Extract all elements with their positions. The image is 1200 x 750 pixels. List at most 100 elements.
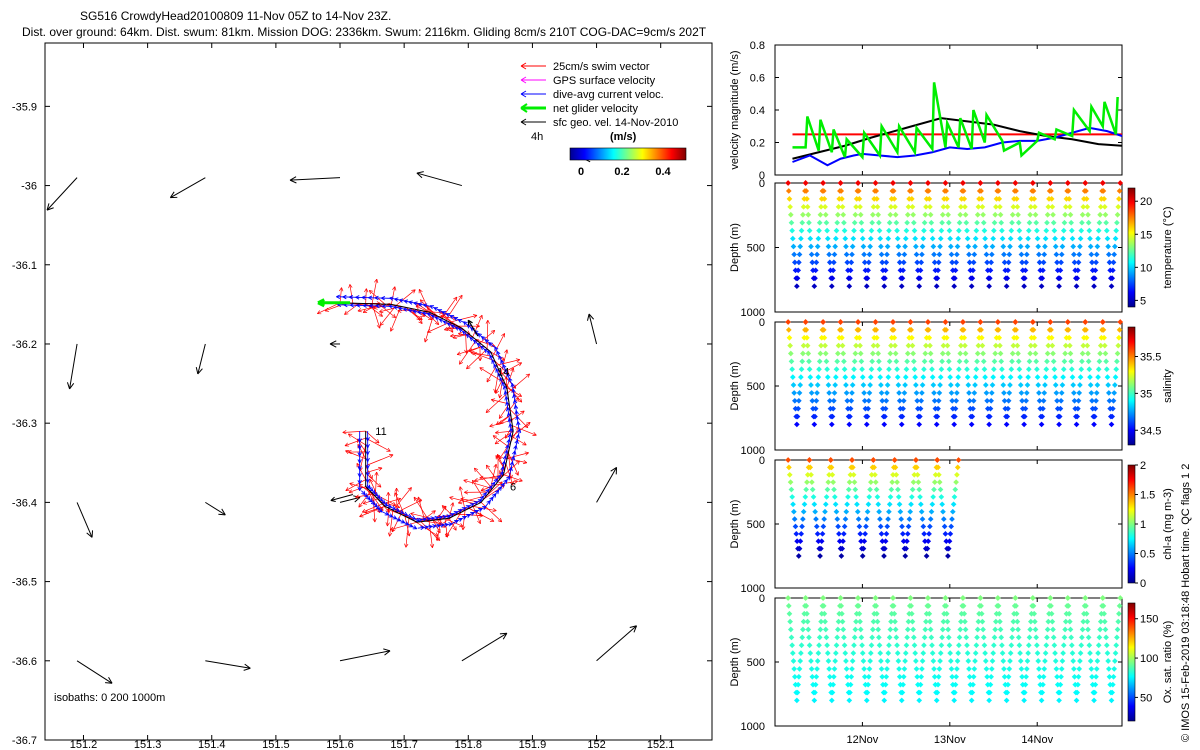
oxygen-point	[1048, 603, 1054, 609]
salinity-point	[992, 350, 999, 357]
oxygen-point	[884, 666, 890, 672]
salinity-point	[1071, 390, 1077, 396]
temperature-point	[794, 275, 801, 282]
temperature-point	[913, 251, 920, 258]
oxygen-point	[857, 618, 863, 625]
chla-point	[860, 545, 867, 552]
salinity-point	[1088, 390, 1095, 396]
temperature-point	[973, 227, 980, 234]
temperature-point	[807, 235, 814, 242]
dac-vector-47	[505, 475, 511, 483]
oxygen-point	[1074, 689, 1081, 696]
salinity-point	[1061, 358, 1068, 365]
chla-point	[808, 471, 814, 478]
oxygen-point	[912, 650, 919, 656]
salinity-point	[970, 405, 976, 412]
chla-point	[840, 538, 846, 545]
temperature-point	[804, 196, 810, 202]
oxygen-point	[876, 634, 882, 641]
chla-point	[949, 508, 956, 515]
temperature-y-tick-2: 1000	[741, 307, 765, 319]
temperature-point	[995, 188, 1002, 194]
oxygen-point	[878, 666, 885, 672]
temperature-point	[892, 203, 898, 210]
salinity-point	[833, 366, 840, 373]
swim-vector-100-1	[364, 288, 369, 304]
salinity-point	[902, 374, 909, 380]
oxygen-point	[1032, 626, 1039, 633]
oxygen-point	[890, 603, 897, 609]
temperature-point	[982, 243, 989, 250]
oxygen-point	[1053, 666, 1060, 672]
chla-point	[790, 501, 796, 508]
salinity-point	[1019, 397, 1025, 404]
salinity-point	[816, 358, 823, 365]
salinity-points	[785, 319, 1124, 428]
swim-vector-17-0	[385, 508, 390, 527]
oxygen-point	[1116, 603, 1123, 609]
temperature-point	[860, 243, 867, 250]
legend-label-geo: sfc geo. vel. 14-Nov-2010	[553, 117, 678, 129]
oxygen-point	[1100, 603, 1107, 609]
salinity-point	[975, 342, 982, 349]
temperature-point	[943, 196, 950, 202]
temperature-point	[956, 227, 962, 234]
oxygen-point	[960, 595, 966, 601]
salinity-point	[935, 405, 941, 412]
oxygen-point	[1034, 642, 1040, 649]
swim-vector-63-1	[485, 392, 508, 413]
temperature-point	[853, 203, 859, 210]
oxygen-point	[796, 673, 802, 680]
chla-point	[834, 516, 841, 522]
map-x-tick-1: 151.3	[134, 739, 162, 750]
temperature-point	[1070, 243, 1077, 250]
temperature-point	[1007, 243, 1013, 250]
oxygen-point	[814, 666, 820, 672]
salinity-point	[1054, 397, 1060, 404]
chla-point	[928, 508, 935, 515]
temperature-point	[800, 211, 806, 218]
oxygen-point	[838, 603, 845, 609]
oxygen-point	[973, 642, 980, 649]
salinity-point	[874, 334, 880, 341]
temperature-point	[868, 227, 875, 234]
salinity-point	[899, 413, 906, 420]
oxygen-point	[1043, 642, 1050, 649]
oxygen-point	[791, 666, 797, 672]
temperature-point	[956, 219, 963, 226]
temperature-point	[1040, 259, 1047, 266]
swim-vector-96-1	[390, 286, 397, 305]
dac-vector-103	[336, 294, 347, 299]
chla-point	[886, 501, 893, 508]
temperature-point	[980, 219, 987, 226]
salinity-point	[907, 319, 914, 325]
temperature-point	[965, 243, 972, 250]
chla-point	[839, 545, 846, 552]
oxygen-point	[821, 610, 828, 617]
chla-point	[939, 501, 945, 508]
chla-point	[841, 531, 847, 537]
temperature-point	[789, 235, 796, 242]
temperature-point	[895, 243, 902, 250]
chla-point	[786, 471, 793, 478]
temperature-point	[989, 243, 996, 250]
oxygen-point	[1103, 634, 1109, 641]
chla-y-tick-2: 1000	[741, 583, 765, 595]
salinity-point	[824, 366, 830, 373]
salinity-point	[808, 382, 814, 388]
map-y-tick-6: -36.5	[12, 577, 37, 589]
salinity-point	[1032, 342, 1038, 349]
salinity-point	[1041, 390, 1048, 396]
oxygen-point	[884, 658, 891, 664]
chla-point	[854, 501, 860, 508]
salinity-point	[1109, 413, 1116, 420]
temperature-point	[1035, 243, 1042, 250]
salinity-point	[831, 390, 838, 396]
salinity-point	[904, 350, 911, 357]
dac-vector-7	[357, 479, 362, 491]
velocity-y-tick-1: 0.2	[750, 138, 765, 150]
oxygen-point	[995, 595, 1001, 601]
salinity-point	[963, 358, 970, 365]
salinity-point	[925, 319, 931, 325]
chla-point	[844, 501, 850, 508]
